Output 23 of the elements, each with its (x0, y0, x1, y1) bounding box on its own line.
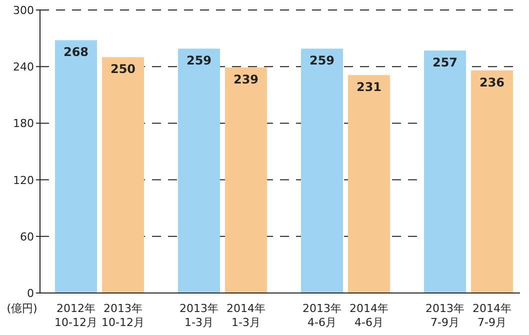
data-label: 250 (110, 62, 136, 76)
data-label: 259 (309, 54, 335, 68)
x-tick-label: 2014年 7-9月 (472, 302, 512, 329)
y-tick-label: 120 (13, 174, 34, 187)
data-label: 268 (63, 45, 89, 60)
y-tick-label: 60 (20, 230, 34, 244)
x-tick-label: 2012年 10-12月 (54, 302, 98, 329)
y-tick-label: 300 (13, 4, 34, 17)
x-tick-label: 2014年 4-6月 (350, 302, 388, 329)
y-tick-label: 180 (13, 117, 34, 130)
y-tick-label: 0 (27, 287, 34, 300)
x-tick-label: 2013年 7-9月 (426, 302, 464, 329)
y-tick-label: 240 (13, 60, 34, 74)
x-tick-label: 2013年 4-6月 (302, 302, 342, 329)
data-label: 239 (233, 72, 259, 87)
data-label: 259 (186, 54, 212, 68)
data-label: 231 (356, 80, 382, 94)
data-label: 236 (479, 75, 505, 90)
x-tick-label: 2014年 1-3月 (226, 302, 266, 329)
y-axis-title: (億円) (6, 302, 38, 315)
x-tick-label: 2013年 10-12月 (102, 302, 144, 329)
data-label: 257 (432, 56, 458, 70)
x-tick-label: 2013年 1-3月 (180, 302, 218, 329)
